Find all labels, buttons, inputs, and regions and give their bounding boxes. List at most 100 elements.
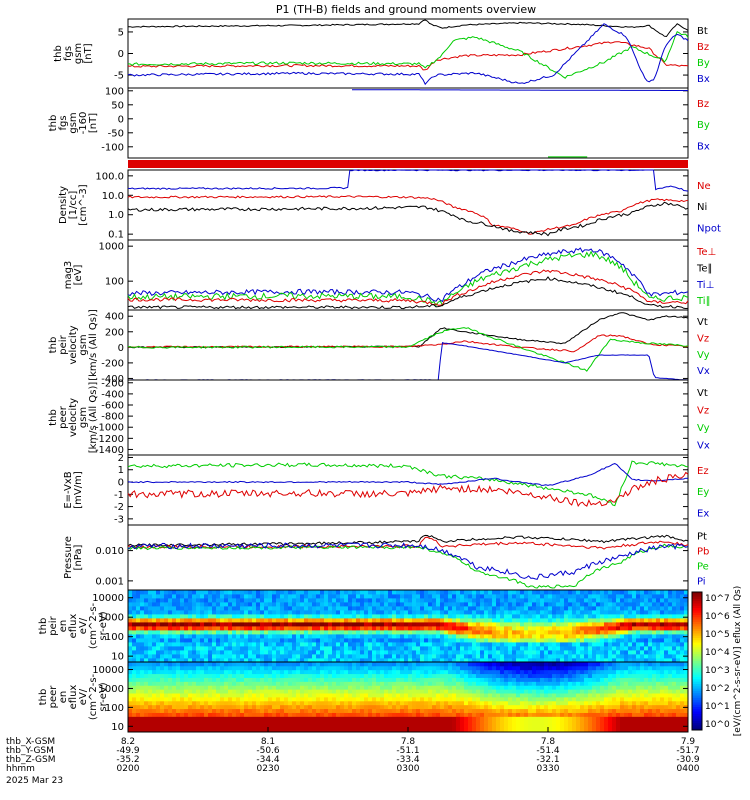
spec-cell	[508, 662, 513, 667]
spec-cell	[480, 665, 485, 671]
spec-cell	[644, 602, 649, 607]
spec-cell	[272, 610, 277, 615]
spec-cell	[544, 704, 549, 710]
spec-cell	[496, 602, 501, 607]
spec-cell	[248, 708, 253, 713]
spec-cell	[328, 590, 333, 595]
spec-cell	[132, 614, 137, 619]
spec-cell	[564, 677, 569, 682]
spec-cell	[608, 626, 613, 631]
spec-cell	[152, 689, 157, 694]
spec-cell	[472, 598, 477, 603]
spec-cell	[572, 646, 577, 651]
spec-cell	[544, 720, 549, 725]
spec-cell	[572, 642, 577, 647]
spec-cell	[156, 708, 161, 713]
spec-cell	[540, 638, 545, 643]
spec-cell	[200, 697, 205, 702]
spec-cell	[520, 728, 525, 733]
spec-cell	[252, 626, 257, 631]
spec-cell	[476, 662, 481, 667]
spec-cell	[304, 724, 309, 729]
spec-cell	[140, 724, 145, 729]
spec-cell	[484, 724, 489, 729]
spec-cell	[464, 689, 469, 694]
spec-cell	[612, 697, 617, 702]
spec-cell	[380, 634, 385, 639]
spec-cell	[296, 598, 301, 603]
spec-cell	[224, 598, 229, 603]
spec-cell	[160, 708, 165, 713]
spec-cell	[524, 704, 529, 710]
spec-cell	[616, 708, 621, 713]
spec-cell	[368, 590, 373, 595]
spec-cell	[272, 590, 277, 595]
spec-cell	[412, 646, 417, 651]
spec-cell	[176, 724, 181, 729]
spec-cell	[576, 685, 581, 690]
spec-cell	[560, 728, 565, 733]
spec-cell	[168, 622, 173, 627]
spec-cell	[544, 712, 549, 717]
spec-cell	[400, 646, 405, 651]
spec-cell	[200, 610, 205, 615]
spec-cell	[180, 654, 185, 659]
spec-cell	[348, 602, 353, 607]
spec-cell	[388, 708, 393, 713]
spec-cell	[472, 704, 477, 710]
spec-cell	[192, 626, 197, 631]
spec-cell	[224, 720, 229, 725]
spec-cell	[548, 677, 553, 682]
spec-cell	[128, 697, 133, 702]
spec-cell	[604, 634, 609, 639]
spec-cell	[448, 728, 453, 733]
spec-cell	[460, 626, 465, 631]
spec-cell	[420, 662, 425, 667]
spec-cell	[520, 594, 525, 599]
spec-cell	[384, 638, 389, 643]
spec-cell	[236, 693, 241, 698]
spec-cell	[508, 681, 513, 686]
spec-cell	[264, 650, 269, 655]
spec-cell	[380, 700, 385, 706]
spec-cell	[220, 646, 225, 651]
spec-cell	[444, 638, 449, 643]
spec-cell	[416, 606, 421, 611]
spec-cell	[344, 712, 349, 717]
spec-cell	[204, 650, 209, 655]
spec-cell	[276, 606, 281, 611]
spec-cell	[508, 642, 513, 647]
spec-cell	[380, 646, 385, 651]
spec-cell	[236, 669, 241, 675]
spec-cell	[528, 704, 533, 710]
spec-cell	[252, 618, 257, 623]
spec-cell	[228, 728, 233, 733]
spec-cell	[148, 630, 153, 635]
spec-cell	[296, 673, 301, 678]
spec-cell	[380, 728, 385, 733]
spec-cell	[428, 658, 433, 663]
spec-cell	[352, 590, 357, 595]
spec-cell	[312, 708, 317, 713]
spec-cell	[540, 712, 545, 717]
spec-cell	[224, 697, 229, 702]
spec-cell	[520, 610, 525, 615]
spec-cell	[396, 654, 401, 659]
y-tick-label: -800	[101, 412, 124, 423]
spec-cell	[388, 704, 393, 710]
spec-cell	[620, 685, 625, 690]
spec-cell	[448, 606, 453, 611]
spec-cell	[148, 654, 153, 659]
spec-cell	[452, 693, 457, 698]
spec-cell	[416, 693, 421, 698]
spec-cell	[188, 590, 193, 595]
spec-cell	[556, 693, 561, 698]
spec-cell	[584, 693, 589, 698]
spec-cell	[244, 662, 249, 667]
spec-cell	[532, 720, 537, 725]
spec-cell	[388, 654, 393, 659]
spec-cell	[556, 712, 561, 717]
spec-cell	[464, 693, 469, 698]
spec-cell	[172, 724, 177, 729]
